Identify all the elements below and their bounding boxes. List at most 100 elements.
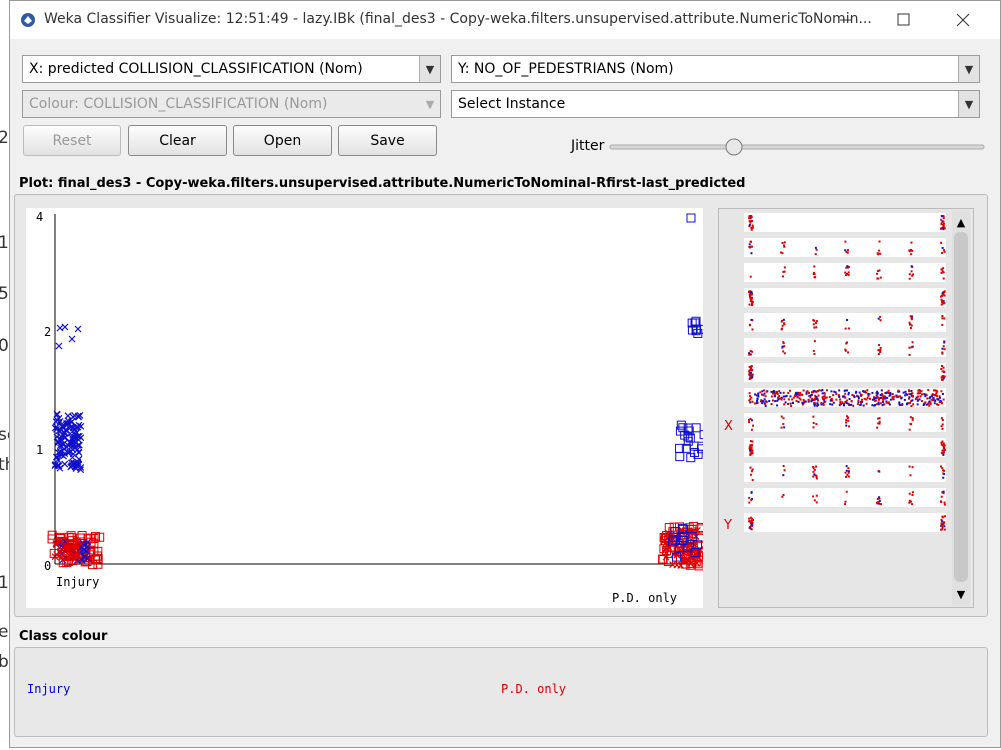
point [699,430,703,440]
strip-dot [911,466,914,469]
y-select[interactable]: Y: NO_OF_PEDESTRIANS (Nom) ▼ [451,55,980,83]
strip-dot [908,402,911,405]
scroll-down[interactable]: ▼ [957,588,966,601]
attribute-strip[interactable] [744,313,946,332]
attribute-strip[interactable] [744,488,946,507]
strip-dot [940,528,943,531]
strip-dot [933,389,936,392]
clear-button[interactable]: Clear [128,125,227,156]
strip-dot [878,422,881,425]
strip-dot [749,221,752,224]
strip-dot [830,390,833,393]
attribute-strip[interactable] [744,238,946,257]
strip-dot [941,323,944,326]
strip-dot [782,318,785,321]
strip-dot [843,389,846,392]
strip-dot [917,392,920,395]
bg-text: 5 [0,284,9,304]
point [55,342,63,350]
strip-dot [751,519,754,522]
strip-dot [751,296,754,299]
strip-dot [942,345,945,348]
strip-dot [855,390,858,393]
strip-dot [942,453,945,456]
attribute-strip[interactable] [744,213,946,232]
scroll-thumb[interactable] [954,232,968,582]
window-controls[interactable] [840,11,990,29]
attribute-strip[interactable] [744,438,946,457]
attribute-strip[interactable] [744,413,946,432]
instance-select[interactable]: Select Instance ▼ [451,90,980,118]
strip-dot [782,270,785,273]
strip-dot [809,395,812,398]
strip-dot [910,265,913,268]
strip-dot [832,401,835,404]
strip-dot [939,396,942,399]
strip-dot [857,397,860,400]
strip-dot [879,349,882,352]
strip-dot [748,370,751,373]
strip-dot [812,272,815,275]
strip-dot [823,392,826,395]
strip-dot [874,399,877,402]
strip-dot [816,399,819,402]
strip-dot [750,428,753,431]
attribute-strip[interactable] [744,288,946,307]
point [680,557,688,565]
strip-dot [889,398,892,401]
scroll-up[interactable]: ▲ [957,216,966,229]
strip-dot [811,399,814,402]
strip-dot [822,398,825,401]
strip-dot [748,223,751,226]
strip-dot [872,396,875,399]
strip-dot [813,398,816,401]
strip-dot [808,392,811,395]
strip-dot [781,319,784,322]
jitter-slider[interactable] [608,135,988,159]
point [71,444,79,452]
strip-dot [898,404,901,407]
strip-dot [812,470,815,473]
point [57,444,64,452]
point [90,532,100,542]
select-text: X: predicted COLLISION_CLASSIFICATION (N… [29,61,363,77]
attribute-strip[interactable] [744,363,946,382]
strip-dot [771,390,774,393]
strip-dot [891,396,894,399]
strip-dot [887,389,890,392]
strip-dot [942,469,945,472]
plot-title: Plot: final_des3 - Copy-weka.filters.uns… [19,176,746,191]
strip-dot [943,317,946,320]
save-button[interactable]: Save [338,125,437,156]
strip-dot [787,392,790,395]
attribute-strip[interactable] [744,338,946,357]
strip-dot [904,390,907,393]
strip-dot [940,376,943,379]
strip-dot [814,394,817,397]
strip-dot [790,404,793,407]
strip-dot [911,399,914,402]
strip-dot [910,253,913,256]
strip-dot [941,347,944,350]
point [79,540,87,548]
x-select[interactable]: X: predicted COLLISION_CLASSIFICATION (N… [22,55,441,83]
strip-dot [878,240,881,243]
strip-dot [793,394,796,397]
strip-dot [749,401,752,404]
open-button[interactable]: Open [233,125,332,156]
strip-dot [940,465,943,468]
point [61,323,69,331]
strip-dot [850,403,853,406]
strip-dot [780,396,783,399]
strip-dot [835,398,838,401]
strip-dot [908,321,911,324]
strip-dot [884,395,887,398]
attribute-strip[interactable] [744,513,946,532]
strip-dot [831,403,834,406]
strip-dot [845,469,848,472]
strip-dot [748,243,751,246]
strip-dot [756,397,759,400]
strip-dot [908,501,911,504]
point [57,436,65,443]
point [678,423,688,433]
